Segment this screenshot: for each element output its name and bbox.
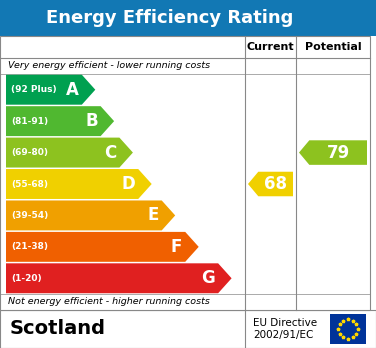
Text: 2002/91/EC: 2002/91/EC bbox=[253, 330, 313, 340]
Text: G: G bbox=[202, 269, 215, 287]
Text: Potential: Potential bbox=[305, 42, 361, 52]
Text: (55-68): (55-68) bbox=[11, 180, 48, 189]
Text: EU Directive: EU Directive bbox=[253, 318, 317, 328]
Text: E: E bbox=[147, 206, 159, 224]
Text: Not energy efficient - higher running costs: Not energy efficient - higher running co… bbox=[8, 298, 210, 307]
Text: (92 Plus): (92 Plus) bbox=[11, 85, 57, 94]
Polygon shape bbox=[299, 140, 367, 165]
Polygon shape bbox=[6, 232, 199, 262]
Polygon shape bbox=[6, 75, 95, 105]
Text: F: F bbox=[171, 238, 182, 256]
Text: Scotland: Scotland bbox=[10, 319, 106, 339]
Text: (1-20): (1-20) bbox=[11, 274, 42, 283]
Text: A: A bbox=[66, 81, 79, 99]
Polygon shape bbox=[6, 106, 114, 136]
Bar bbox=[0, 36, 370, 310]
Polygon shape bbox=[6, 200, 175, 230]
Polygon shape bbox=[6, 137, 133, 167]
Text: (81-91): (81-91) bbox=[11, 117, 48, 126]
Text: C: C bbox=[104, 144, 117, 161]
Text: 68: 68 bbox=[264, 175, 287, 193]
Text: Current: Current bbox=[247, 42, 294, 52]
Text: 79: 79 bbox=[326, 144, 350, 161]
Text: (69-80): (69-80) bbox=[11, 148, 48, 157]
Text: (39-54): (39-54) bbox=[11, 211, 48, 220]
Bar bbox=[0, 310, 376, 348]
Text: Energy Efficiency Rating: Energy Efficiency Rating bbox=[45, 9, 293, 27]
Text: Very energy efficient - lower running costs: Very energy efficient - lower running co… bbox=[8, 62, 210, 71]
Text: B: B bbox=[85, 112, 98, 130]
Bar bbox=[330, 314, 366, 344]
Bar bbox=[0, 0, 376, 36]
Polygon shape bbox=[6, 263, 232, 293]
Polygon shape bbox=[248, 172, 293, 196]
Polygon shape bbox=[6, 169, 152, 199]
Text: D: D bbox=[121, 175, 135, 193]
Text: (21-38): (21-38) bbox=[11, 242, 48, 251]
